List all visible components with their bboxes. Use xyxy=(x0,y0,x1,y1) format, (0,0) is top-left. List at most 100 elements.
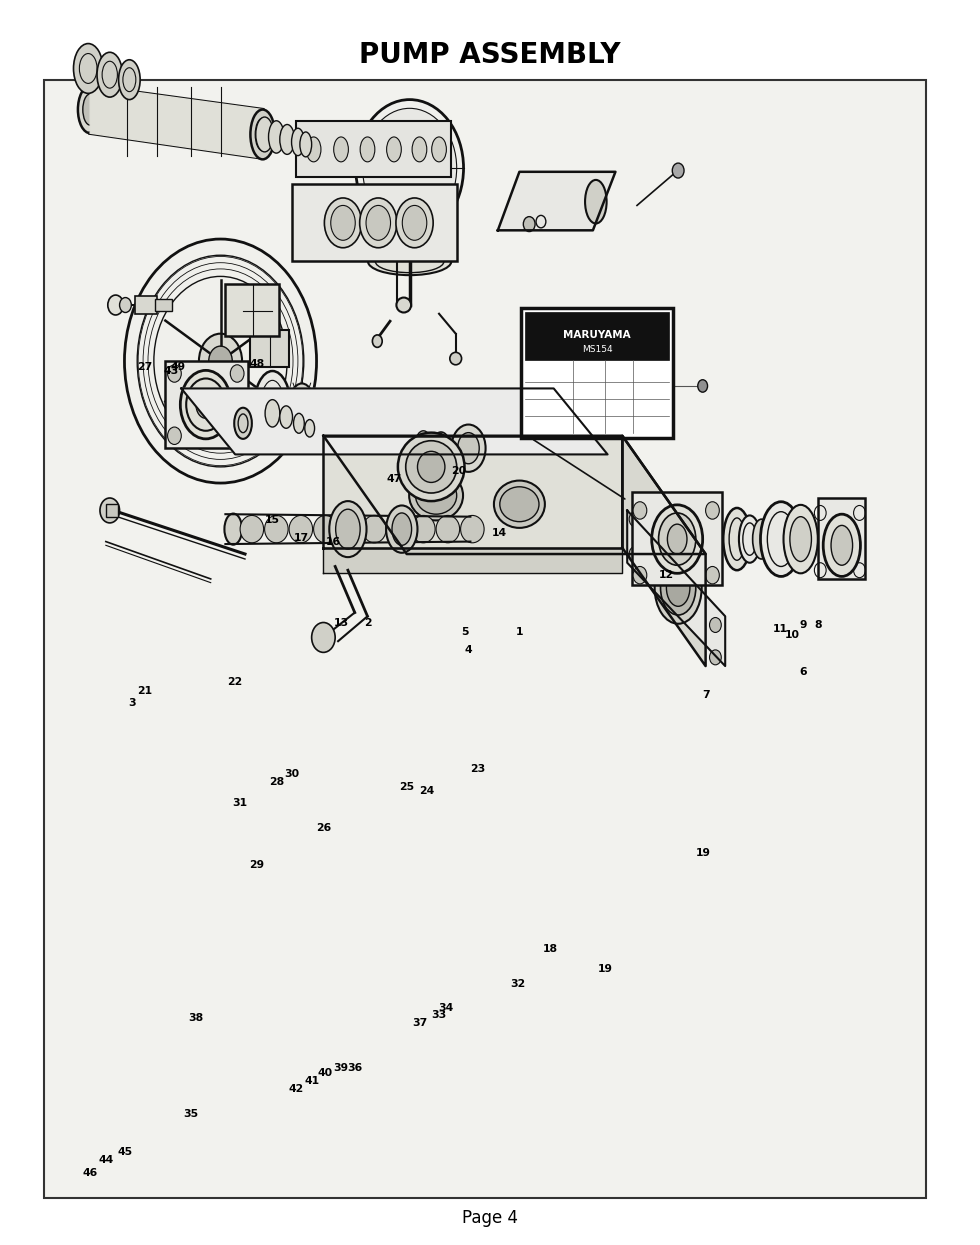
Text: 5: 5 xyxy=(461,627,468,637)
Polygon shape xyxy=(498,172,615,230)
Ellipse shape xyxy=(753,519,770,559)
Circle shape xyxy=(230,365,244,382)
Text: 10: 10 xyxy=(784,630,800,640)
Bar xyxy=(292,184,457,261)
Ellipse shape xyxy=(314,515,337,543)
Ellipse shape xyxy=(292,128,304,156)
Ellipse shape xyxy=(667,524,687,554)
Ellipse shape xyxy=(234,407,252,438)
Text: 47: 47 xyxy=(386,474,402,484)
Text: 45: 45 xyxy=(118,1147,133,1157)
Ellipse shape xyxy=(417,449,455,472)
Ellipse shape xyxy=(416,457,457,488)
Text: 30: 30 xyxy=(284,769,300,779)
Text: 35: 35 xyxy=(183,1109,199,1119)
Circle shape xyxy=(523,217,535,232)
Ellipse shape xyxy=(294,413,304,433)
Bar xyxy=(165,361,248,448)
Circle shape xyxy=(108,295,123,315)
Ellipse shape xyxy=(655,552,702,624)
Ellipse shape xyxy=(363,515,386,543)
Polygon shape xyxy=(90,86,263,158)
Ellipse shape xyxy=(240,515,264,543)
Text: MARUYAMA: MARUYAMA xyxy=(564,330,631,340)
Text: 29: 29 xyxy=(249,860,265,870)
Ellipse shape xyxy=(416,477,457,514)
Text: 19: 19 xyxy=(598,964,613,974)
Circle shape xyxy=(312,622,335,652)
Ellipse shape xyxy=(256,117,273,152)
Ellipse shape xyxy=(374,202,445,234)
Ellipse shape xyxy=(494,481,545,528)
Ellipse shape xyxy=(374,222,445,251)
Text: 36: 36 xyxy=(347,1063,363,1073)
Text: 48: 48 xyxy=(249,359,265,369)
Bar xyxy=(525,312,669,360)
Text: 7: 7 xyxy=(702,690,710,700)
Text: 13: 13 xyxy=(333,618,349,627)
Text: 18: 18 xyxy=(543,944,559,954)
Text: 44: 44 xyxy=(98,1155,114,1165)
Ellipse shape xyxy=(659,513,696,565)
Ellipse shape xyxy=(289,515,313,543)
Polygon shape xyxy=(323,548,622,573)
Ellipse shape xyxy=(386,137,402,162)
Text: 9: 9 xyxy=(800,620,808,630)
Ellipse shape xyxy=(406,441,457,493)
Bar xyxy=(155,299,172,311)
Ellipse shape xyxy=(666,569,690,606)
Ellipse shape xyxy=(412,515,435,543)
Circle shape xyxy=(209,346,232,376)
Ellipse shape xyxy=(535,340,560,362)
Ellipse shape xyxy=(386,505,417,553)
Ellipse shape xyxy=(661,560,696,615)
Ellipse shape xyxy=(119,60,140,100)
Ellipse shape xyxy=(82,93,97,125)
Ellipse shape xyxy=(280,124,295,154)
Text: 25: 25 xyxy=(399,782,415,792)
Bar xyxy=(521,308,673,438)
Circle shape xyxy=(356,100,464,237)
Bar xyxy=(106,504,118,517)
Ellipse shape xyxy=(432,432,450,459)
Text: 12: 12 xyxy=(659,570,674,580)
Ellipse shape xyxy=(310,392,333,442)
Circle shape xyxy=(629,512,641,527)
Polygon shape xyxy=(323,436,706,554)
Bar xyxy=(250,330,289,367)
Circle shape xyxy=(698,380,708,392)
Bar xyxy=(135,296,157,314)
Circle shape xyxy=(120,298,131,312)
Ellipse shape xyxy=(300,132,312,157)
Text: 2: 2 xyxy=(364,618,371,627)
Circle shape xyxy=(710,618,721,632)
Ellipse shape xyxy=(461,515,484,543)
Text: 17: 17 xyxy=(294,533,310,543)
Circle shape xyxy=(124,239,317,483)
Circle shape xyxy=(706,502,719,519)
Text: 23: 23 xyxy=(470,764,486,774)
Bar xyxy=(225,284,279,336)
Ellipse shape xyxy=(180,371,231,439)
Text: 14: 14 xyxy=(492,528,508,538)
Text: 31: 31 xyxy=(232,798,248,808)
Bar xyxy=(309,396,334,438)
Ellipse shape xyxy=(450,352,462,365)
Circle shape xyxy=(363,108,457,228)
Circle shape xyxy=(631,372,643,387)
Ellipse shape xyxy=(790,517,811,561)
Ellipse shape xyxy=(412,137,427,162)
Text: 24: 24 xyxy=(418,786,434,796)
Text: PUMP ASSEMBLY: PUMP ASSEMBLY xyxy=(360,41,620,68)
Ellipse shape xyxy=(287,383,317,443)
Circle shape xyxy=(672,163,684,178)
Ellipse shape xyxy=(280,406,292,428)
Ellipse shape xyxy=(361,137,375,162)
Ellipse shape xyxy=(265,515,288,543)
Ellipse shape xyxy=(333,137,349,162)
Ellipse shape xyxy=(338,515,362,543)
Ellipse shape xyxy=(324,198,362,248)
Text: 4: 4 xyxy=(465,645,472,655)
Ellipse shape xyxy=(293,395,311,432)
Ellipse shape xyxy=(431,137,447,162)
